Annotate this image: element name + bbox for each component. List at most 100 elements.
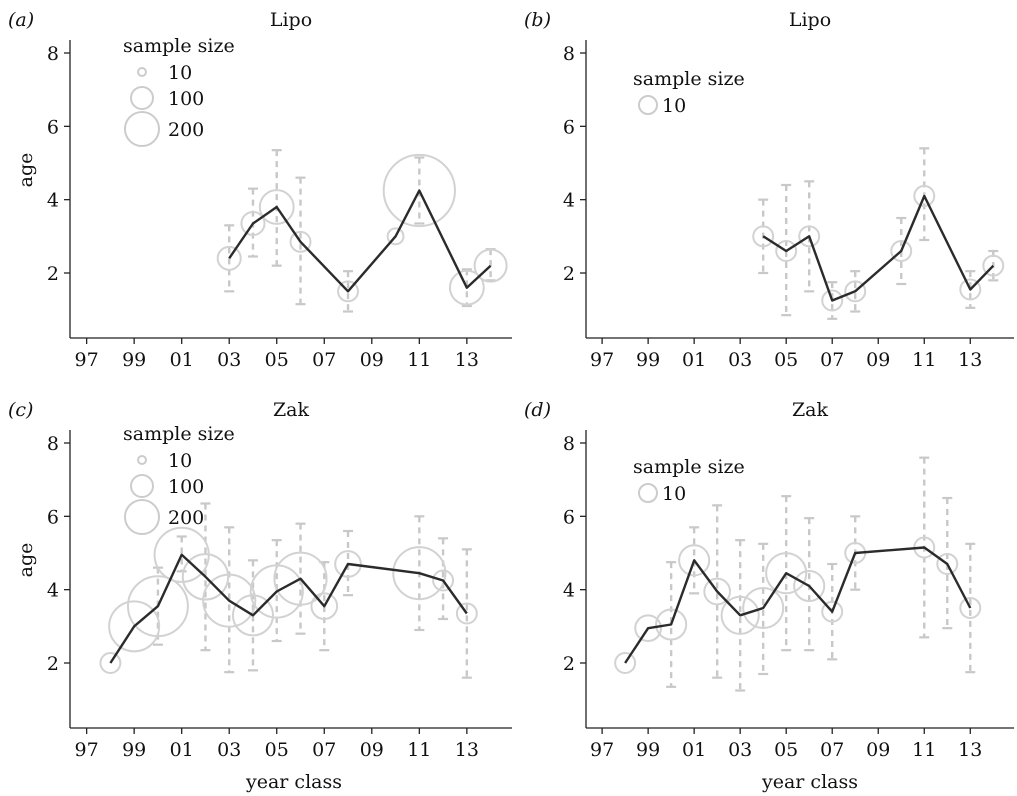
data-point	[231, 594, 275, 637]
legend: sample size 10	[633, 68, 745, 117]
panel-label: (b)	[524, 9, 551, 31]
legend-label: 200	[168, 507, 204, 529]
x-tick-label: 09	[866, 739, 890, 761]
data-point	[775, 240, 798, 262]
data-point	[240, 210, 266, 237]
y-tick-label: 4	[47, 580, 59, 602]
y-tick-label: 2	[563, 653, 575, 675]
data-point	[765, 552, 808, 595]
y-axis-label: age	[15, 543, 37, 578]
panel-a: (a) Lipo 2 4 6 8 97 99 01 03 05 07 09 11 13 age sample s…	[8, 9, 512, 371]
x-tick-label: 97	[75, 349, 99, 371]
x-tick-label: 03	[728, 349, 752, 371]
data-point	[126, 575, 189, 638]
y-tick-label: 4	[47, 190, 59, 212]
data-point	[678, 544, 711, 577]
x-tick-label: 11	[912, 349, 936, 371]
x-tick-label: 03	[217, 739, 241, 761]
x-tick-label: 11	[407, 349, 431, 371]
panel-title: Zak	[792, 399, 829, 421]
x-tick-label: 09	[360, 739, 384, 761]
panel-label: (d)	[524, 399, 551, 421]
data-point	[273, 551, 328, 606]
x-tick-label: 05	[774, 739, 798, 761]
panel-b: (b) Lipo 2 4 6 8 97 99 01 03 05 07 09 11 13 sample size…	[524, 9, 1014, 371]
data-point	[249, 564, 304, 619]
data-point	[337, 280, 359, 303]
x-tick-label: 99	[122, 349, 146, 371]
x-tick-label: 05	[774, 349, 798, 371]
y-tick-label: 6	[47, 506, 59, 528]
data-point	[720, 595, 760, 635]
data-point	[614, 652, 637, 674]
x-tick-label: 03	[217, 349, 241, 371]
x-tick-label: 97	[590, 349, 614, 371]
x-tick-label: 97	[590, 739, 614, 761]
legend-symbol	[638, 95, 658, 115]
data-point	[844, 280, 867, 303]
x-tick-label: 09	[360, 349, 384, 371]
legend-label: 200	[168, 119, 204, 141]
legend-symbol	[124, 499, 160, 535]
series-line	[228, 189, 492, 293]
legend: sample size 10 100 200	[123, 35, 235, 147]
data-point	[703, 577, 732, 606]
data-point	[455, 602, 478, 625]
data-point	[392, 546, 447, 601]
x-tick-label: 09	[866, 349, 890, 371]
legend: sample size 10 100 200	[123, 423, 235, 535]
data-point	[473, 248, 508, 283]
panel-c: (c) Zak 2 4 6 8 97 99 01 03 05 07 09 11 13 age year clas…	[8, 399, 512, 793]
x-tick-label: 99	[636, 739, 660, 761]
series-line	[109, 553, 468, 664]
legend-label: 10	[168, 62, 192, 84]
data-point	[890, 240, 913, 262]
data-point	[310, 592, 339, 621]
data-point	[334, 550, 362, 578]
legend-symbol	[137, 67, 147, 77]
y-tick-label: 2	[47, 653, 59, 675]
legend-label: 10	[662, 483, 686, 505]
legend-symbol	[130, 86, 154, 110]
data-point	[793, 569, 826, 603]
data-point	[959, 278, 982, 301]
y-tick-label: 6	[563, 116, 575, 138]
data-point	[798, 225, 821, 248]
y-tick-label: 6	[47, 116, 59, 138]
data-point	[382, 153, 456, 228]
data-point	[108, 600, 161, 653]
data-point	[432, 569, 455, 592]
legend-symbol	[638, 483, 658, 503]
x-tick-label: 13	[958, 349, 982, 371]
panel-title: Zak	[273, 399, 310, 421]
x-tick-label: 99	[636, 349, 660, 371]
x-tick-label: 05	[265, 739, 289, 761]
x-axis-label: year class	[761, 771, 858, 793]
legend-symbol	[124, 111, 160, 147]
x-tick-label: 97	[75, 739, 99, 761]
x-tick-label: 11	[407, 739, 431, 761]
y-tick-label: 8	[563, 43, 575, 65]
y-tick-label: 4	[563, 190, 575, 212]
x-tick-label: 07	[820, 739, 844, 761]
data-point	[99, 652, 122, 674]
legend-symbol	[130, 474, 154, 498]
legend-title: sample size	[633, 68, 745, 90]
y-tick-label: 2	[563, 263, 575, 285]
x-tick-label: 11	[912, 739, 936, 761]
y-tick-label: 8	[563, 433, 575, 455]
data-point	[386, 227, 405, 246]
data-point	[821, 600, 844, 623]
data-point	[448, 269, 485, 306]
legend-label: 10	[168, 450, 192, 472]
y-tick-label: 2	[47, 263, 59, 285]
legend-label: 100	[168, 88, 204, 110]
x-tick-label: 01	[170, 349, 194, 371]
x-tick-label: 99	[122, 739, 146, 761]
x-axis-label: year class	[245, 771, 342, 793]
panel-title: Lipo	[270, 9, 312, 31]
panel-label: (a)	[8, 9, 34, 31]
data-point	[959, 597, 982, 619]
legend-label: 10	[662, 95, 686, 117]
data-point	[181, 553, 230, 601]
